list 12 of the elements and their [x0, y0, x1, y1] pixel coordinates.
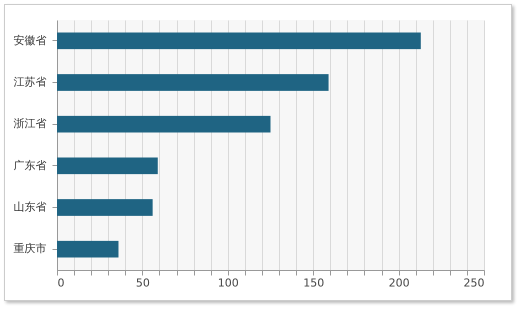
y-tick-label: 山东省 [14, 200, 46, 214]
y-tick-label: 浙江省 [14, 117, 46, 130]
x-tick-label: 200 [388, 276, 410, 290]
y-tick-label: 重庆市 [14, 242, 46, 256]
x-tick-label: 100 [218, 276, 239, 290]
x-tick-label: 50 [136, 276, 150, 290]
x-tick-label: 150 [303, 276, 324, 290]
y-tick-label: 广东省 [14, 158, 46, 172]
y-tick-label: 安徽省 [14, 34, 46, 47]
x-tick-label: 0 [58, 276, 64, 290]
y-tick-label: 江苏省 [14, 76, 46, 88]
x-tick-label: 250 [464, 276, 484, 290]
